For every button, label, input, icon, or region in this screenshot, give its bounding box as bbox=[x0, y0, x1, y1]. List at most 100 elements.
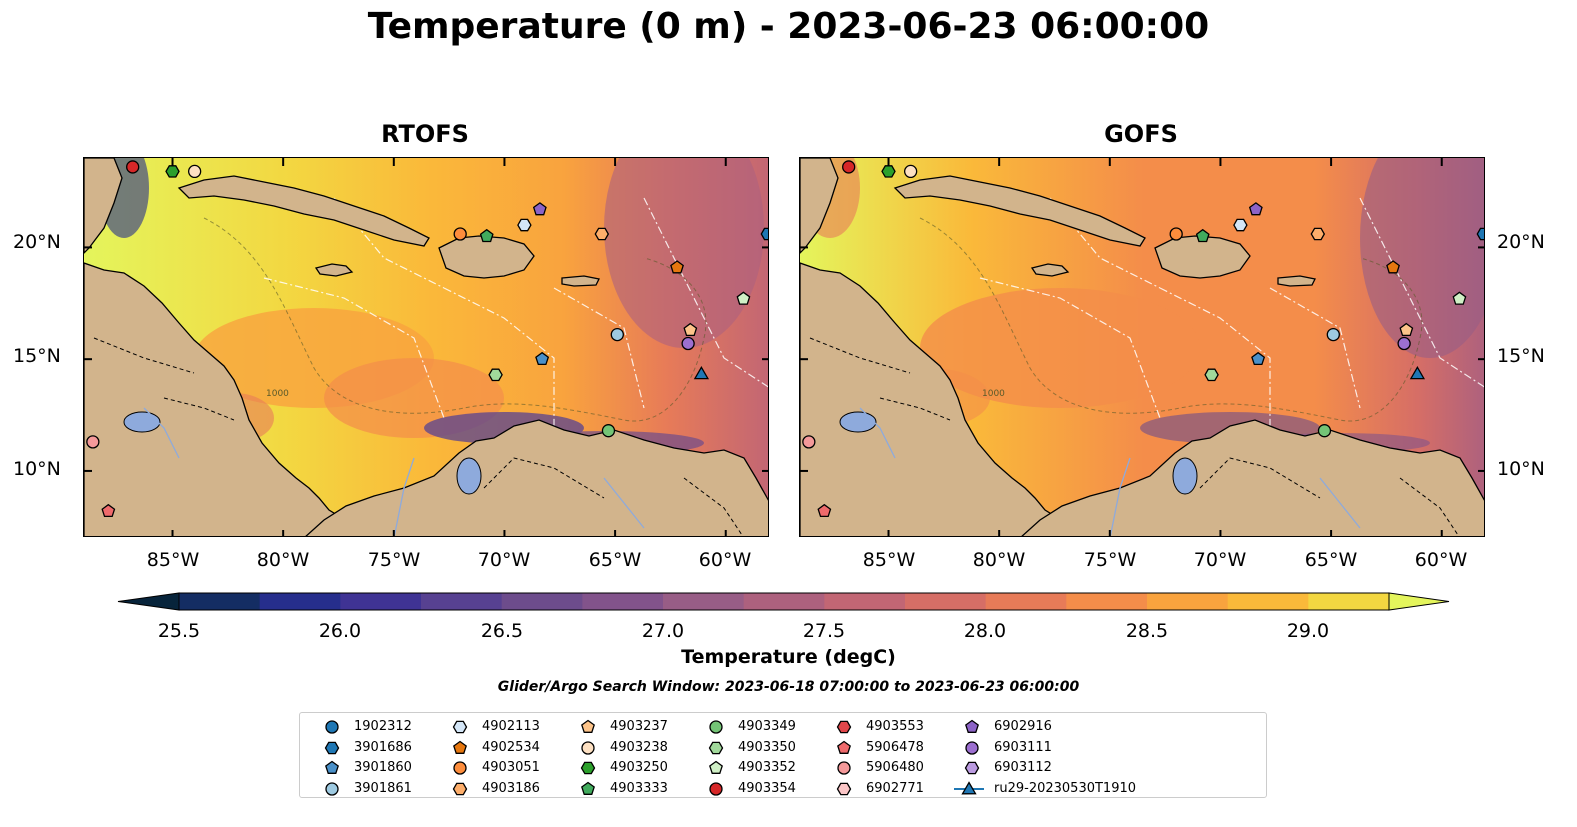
legend-symbol bbox=[453, 740, 467, 754]
legend-symbol bbox=[965, 719, 979, 733]
float-marker-6903111 bbox=[681, 336, 695, 351]
legend-marker-pentagon bbox=[837, 740, 851, 754]
legend-symbol bbox=[453, 761, 467, 775]
colorbar-label: Temperature (degC) bbox=[681, 646, 896, 668]
legend-marker-circle bbox=[965, 740, 979, 755]
river bbox=[859, 407, 896, 459]
panel-title-rtofs: RTOFS bbox=[381, 120, 469, 148]
float-marker-4903354 bbox=[842, 160, 856, 174]
float-marker-4903051 bbox=[1169, 227, 1183, 241]
colorbar-segment bbox=[179, 593, 261, 610]
legend-label: 6902771 bbox=[866, 780, 924, 796]
legend-symbol bbox=[452, 720, 468, 734]
gofs-map: 1000 bbox=[799, 157, 1485, 537]
country-border bbox=[1199, 457, 1321, 499]
lon-label-85w-gofs: 85°W bbox=[862, 549, 916, 571]
legend-symbol bbox=[837, 761, 851, 775]
colorbar-upper-extension bbox=[1388, 592, 1450, 611]
float-marker-ru29-20230530T1910 bbox=[693, 365, 710, 380]
legend-marker-pentagon bbox=[581, 781, 595, 795]
legend-label: 4903553 bbox=[866, 719, 924, 734]
float-marker-4903238 bbox=[187, 164, 202, 179]
float-marker-4903237 bbox=[1399, 322, 1414, 337]
float-marker-4903349 bbox=[1317, 424, 1332, 438]
colorbar-segment bbox=[1308, 593, 1390, 610]
legend-label: 5906480 bbox=[866, 760, 924, 775]
legend-marker-hexagon bbox=[324, 741, 340, 754]
figure-title: Temperature (0 m) - 2023-06-23 06:00:00 bbox=[367, 6, 1210, 47]
lon-label-65w-gofs: 65°W bbox=[1304, 549, 1358, 571]
legend-label: 4903350 bbox=[738, 739, 796, 755]
lon-label-75w-gofs: 75°W bbox=[1083, 549, 1137, 571]
contour-label: 1000 bbox=[982, 389, 1005, 399]
float-marker-4902113 bbox=[1233, 218, 1248, 232]
legend-marker-circle bbox=[453, 761, 467, 775]
land-mass bbox=[893, 175, 1146, 247]
float-marker-ru29-20230530T1910 bbox=[1409, 365, 1426, 380]
lat-label-20n-right: 20°N bbox=[1497, 231, 1545, 253]
lon-label-60w-gofs: 60°W bbox=[1414, 549, 1468, 571]
legend-label: 4903237 bbox=[610, 719, 668, 734]
colorbar-segment bbox=[1147, 593, 1229, 610]
legend-marker-circle bbox=[325, 720, 339, 734]
temperature-anomaly-patch bbox=[920, 288, 1200, 408]
legend-symbol bbox=[580, 761, 596, 775]
float-marker-5906478 bbox=[101, 503, 116, 518]
legend-symbol bbox=[709, 781, 723, 796]
legend-marker-pentagon bbox=[709, 760, 723, 774]
lon-label-70w: 70°W bbox=[477, 549, 531, 571]
float-marker-4902534 bbox=[670, 260, 684, 274]
colorbar-segment bbox=[985, 593, 1067, 610]
lon-label-65w: 65°W bbox=[588, 549, 642, 571]
country-border bbox=[93, 337, 195, 374]
map-canvas: 1000 bbox=[800, 158, 1484, 536]
colorbar-segment bbox=[1066, 593, 1148, 610]
float-marker-4903350 bbox=[1204, 368, 1219, 382]
legend-label: 4903354 bbox=[738, 780, 796, 796]
legend-triangle bbox=[961, 780, 977, 794]
legend-label: 4903186 bbox=[482, 780, 540, 796]
legend-symbol bbox=[324, 741, 340, 754]
colorbar-tick: 25.5 bbox=[157, 620, 201, 642]
colorbar-tick: 28.5 bbox=[1125, 620, 1169, 642]
legend-symbol bbox=[581, 740, 595, 755]
land-mass bbox=[438, 235, 535, 279]
legend-label: 4902113 bbox=[482, 719, 540, 734]
country-border bbox=[683, 477, 744, 536]
land-mass bbox=[561, 275, 600, 287]
legend-label: 3901860 bbox=[354, 760, 412, 775]
eez-boundary bbox=[1359, 197, 1484, 388]
float-marker-4903250 bbox=[165, 165, 180, 178]
float-marker-4903250 bbox=[881, 165, 896, 178]
colorbar-tick: 27.5 bbox=[802, 620, 846, 642]
colorbar-segment bbox=[582, 593, 664, 610]
legend-symbol bbox=[836, 782, 852, 795]
land-mass bbox=[1030, 263, 1070, 277]
float-marker-3901686 bbox=[1476, 227, 1484, 241]
colorbar-tick: 29.0 bbox=[1286, 620, 1330, 642]
legend-marker-pentagon bbox=[325, 760, 339, 774]
lake bbox=[123, 411, 161, 433]
legend-label: 4902534 bbox=[482, 739, 540, 755]
float-marker-4902534 bbox=[1386, 260, 1400, 274]
legend-label: 6902916 bbox=[994, 719, 1052, 734]
float-marker-4903350 bbox=[488, 368, 503, 382]
colorbar-segment bbox=[421, 593, 503, 610]
float-marker-4903333 bbox=[479, 228, 494, 243]
legend-symbol bbox=[325, 781, 339, 796]
float-marker-3901861 bbox=[610, 327, 624, 342]
eez-boundary bbox=[1159, 287, 1271, 428]
lat-label-15n-left: 15°N bbox=[13, 345, 61, 367]
land-mass bbox=[1154, 235, 1251, 279]
float-marker-4903238 bbox=[903, 164, 918, 179]
colorbar-tick: 26.0 bbox=[318, 620, 362, 642]
colorbar-tick: 26.5 bbox=[480, 620, 524, 642]
search-window-text: Glider/Argo Search Window: 2023-06-18 07… bbox=[497, 679, 1080, 695]
colorbar-segment bbox=[340, 593, 422, 610]
land-mass bbox=[800, 158, 839, 254]
eez-boundary bbox=[443, 287, 555, 428]
river bbox=[393, 457, 415, 536]
float-marker-4903354 bbox=[126, 160, 140, 174]
float-marker-4903333 bbox=[1195, 228, 1210, 243]
legend-marker-hexagon bbox=[580, 761, 596, 775]
